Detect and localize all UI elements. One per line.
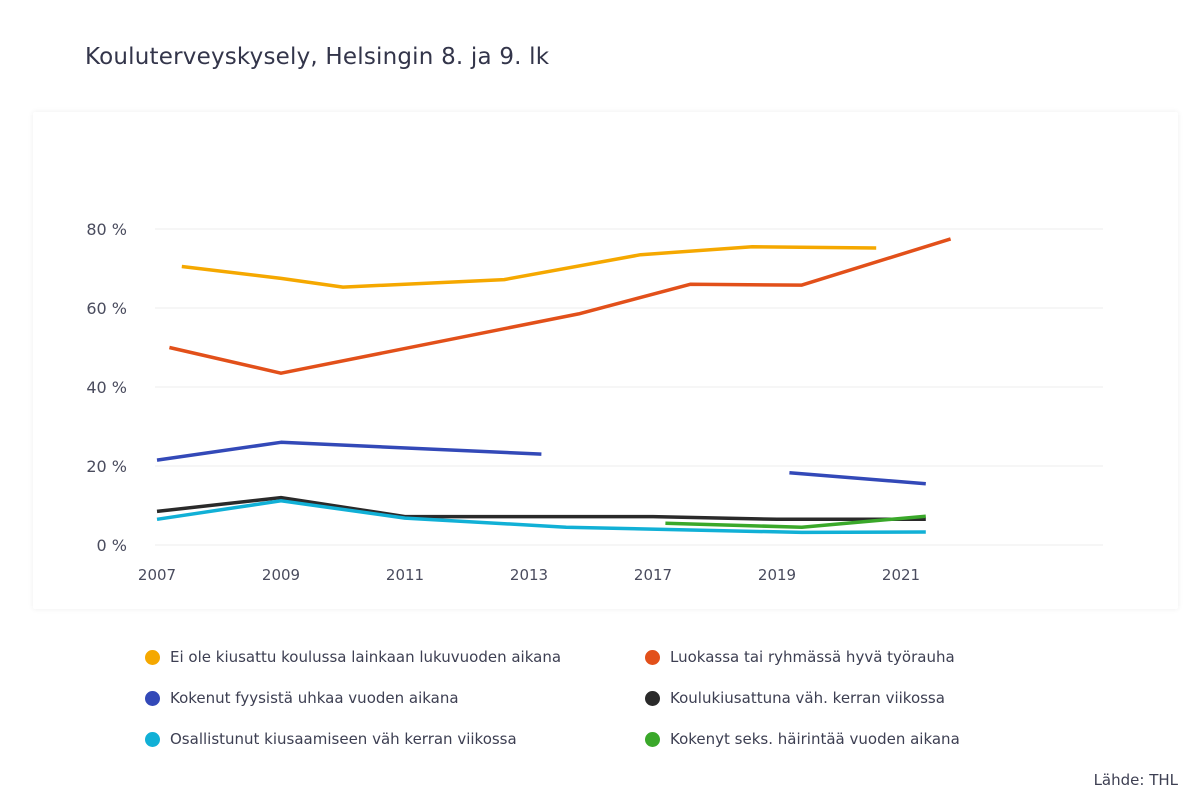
source-note: Lähde: THL xyxy=(1093,771,1178,789)
y-tick-label: 20 % xyxy=(86,457,127,476)
legend-label: Koulukiusattuna väh. kerran viikossa xyxy=(670,689,945,707)
x-tick-label: 2019 xyxy=(758,566,796,584)
x-tick-label: 2017 xyxy=(634,566,672,584)
legend-dot-icon xyxy=(145,649,160,665)
series-line-2 xyxy=(169,237,952,375)
series-line-3 xyxy=(789,470,926,486)
legend-item: Kokenut fyysistä uhkaa vuoden aikana xyxy=(145,689,459,707)
x-tick-label: 2009 xyxy=(262,566,300,584)
y-tick-label: 80 % xyxy=(86,220,127,239)
y-tick-label: 60 % xyxy=(86,299,127,318)
legend-label: Kokenyt seks. häirintää vuoden aikana xyxy=(670,730,960,748)
legend-dot-icon xyxy=(145,690,160,706)
legend-label: Luokassa tai ryhmässä hyvä työrauha xyxy=(670,648,955,666)
legend-label: Ei ole kiusattu koulussa lainkaan lukuvu… xyxy=(170,648,562,666)
x-tick-label: 2021 xyxy=(882,566,920,584)
series-line-4 xyxy=(156,495,926,522)
legend-dot-icon xyxy=(645,649,660,665)
series-line-1 xyxy=(181,245,877,289)
legend-item: Kokenyt seks. häirintää vuoden aikana xyxy=(645,730,960,748)
legend-dot-icon xyxy=(645,690,660,706)
legend-item: Luokassa tai ryhmässä hyvä työrauha xyxy=(645,648,955,666)
x-tick-label: 2007 xyxy=(138,566,176,584)
x-tick-label: 2013 xyxy=(510,566,548,584)
series-line-5 xyxy=(156,499,926,535)
series-line-3 xyxy=(156,440,542,462)
x-tick-label: 2011 xyxy=(386,566,424,584)
legend-label: Osallistunut kiusaamiseen väh kerran vii… xyxy=(170,730,517,748)
legend-dot-icon xyxy=(145,731,160,747)
chart-title: Kouluterveyskysely, Helsingin 8. ja 9. l… xyxy=(85,44,550,70)
legend-item: Osallistunut kiusaamiseen väh kerran vii… xyxy=(145,730,517,748)
y-tick-label: 0 % xyxy=(97,536,127,555)
legend-dot-icon xyxy=(645,731,660,747)
legend-item: Ei ole kiusattu koulussa lainkaan lukuvu… xyxy=(145,648,561,666)
series-line-6 xyxy=(665,514,926,529)
legend-label: Kokenut fyysistä uhkaa vuoden aikana xyxy=(170,689,459,707)
y-tick-label: 40 % xyxy=(86,378,127,397)
legend-item: Koulukiusattuna väh. kerran viikossa xyxy=(645,689,945,707)
